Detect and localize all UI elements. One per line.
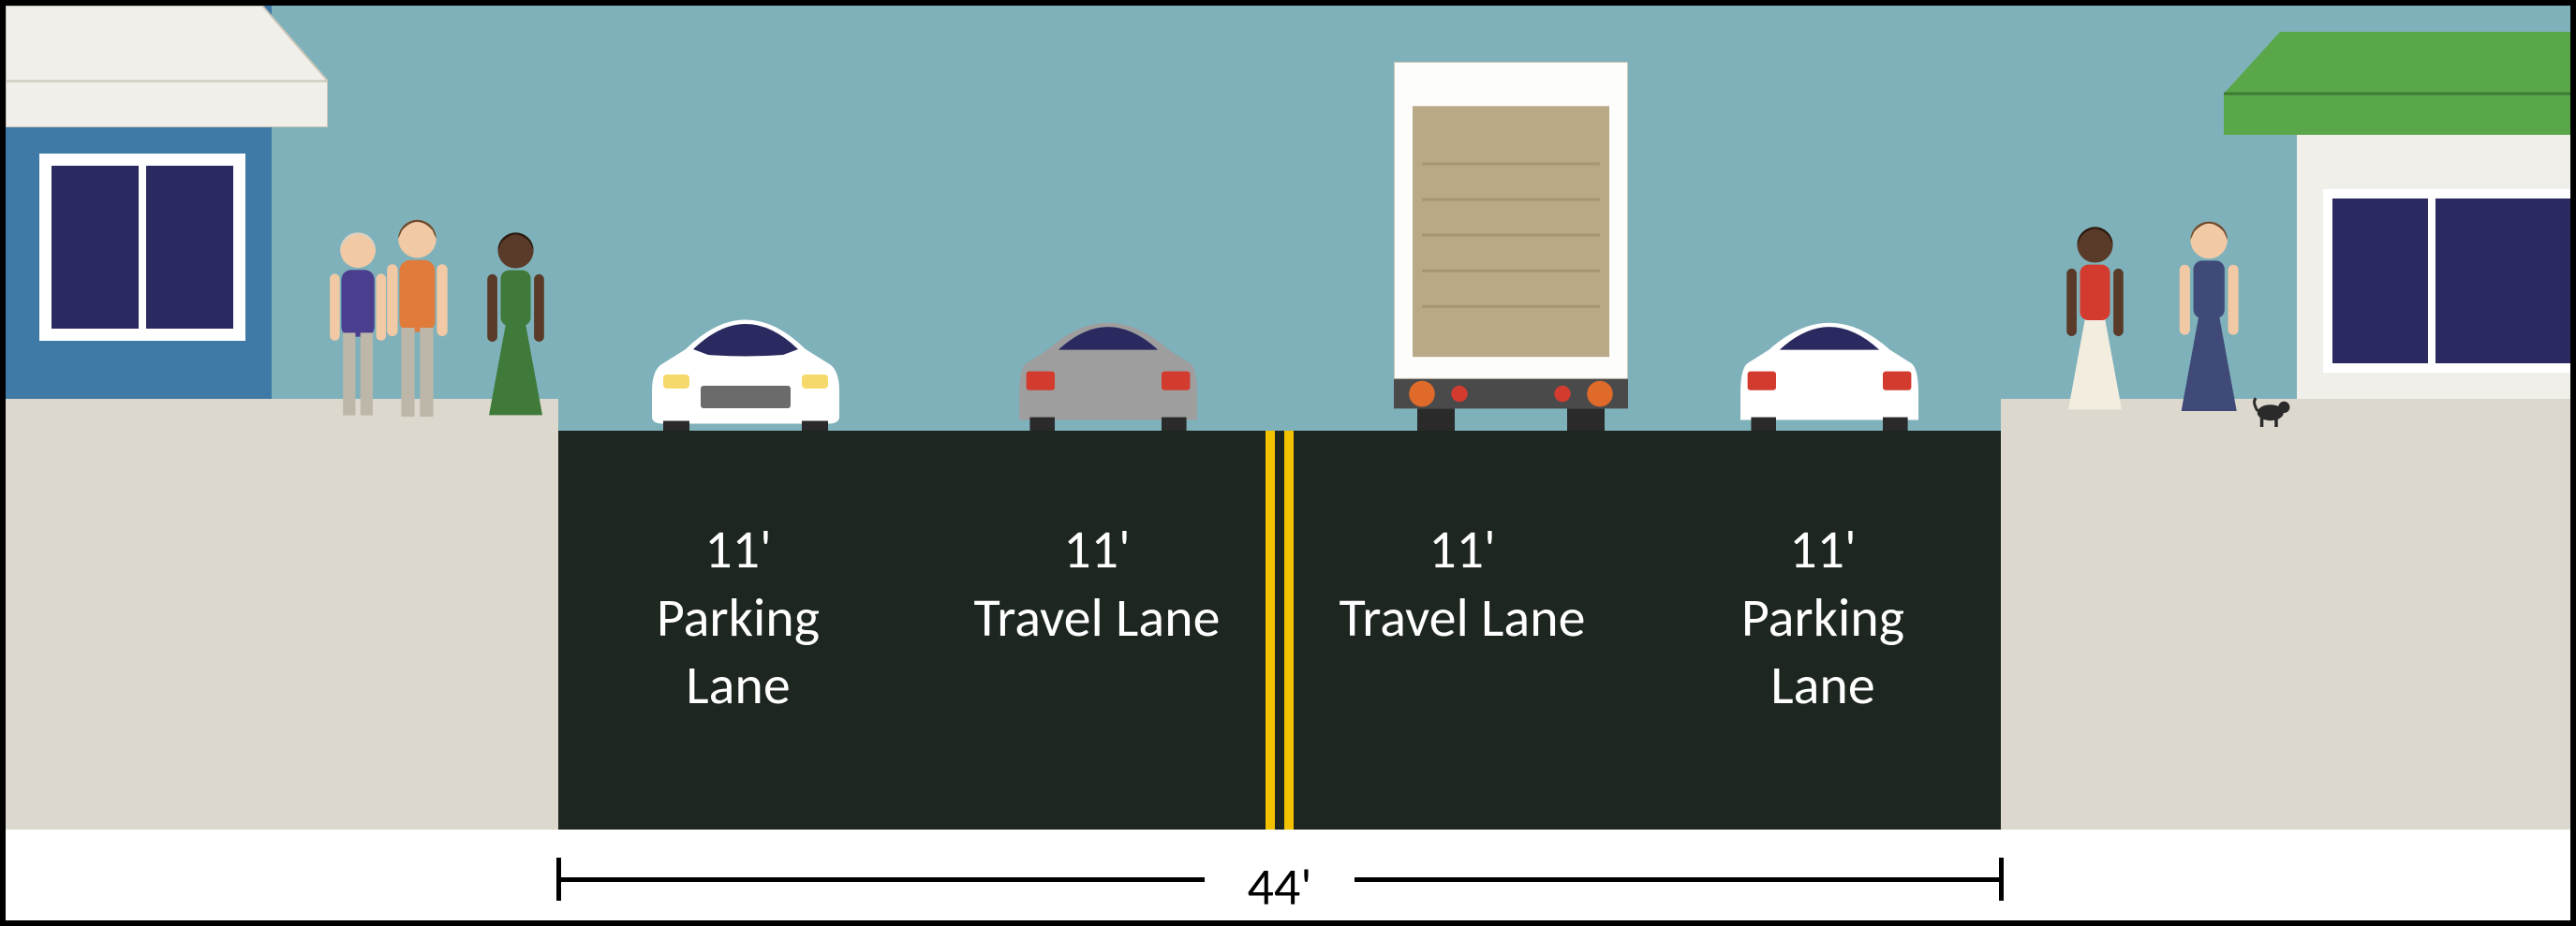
dog-icon — [2252, 395, 2293, 427]
lane-label-parking-right: 11' Parking Lane — [1636, 516, 2010, 720]
dimension-label: 44' — [1205, 856, 1355, 919]
car-rear-travel-left — [1019, 296, 1197, 431]
lane-label-parking-left: 11' Parking Lane — [551, 516, 925, 720]
awning-left — [6, 6, 328, 127]
pedestrian-right-1 — [2053, 221, 2137, 419]
car-rear-parking-right — [1740, 296, 1918, 431]
sidewalk-right — [2001, 399, 2576, 830]
pedestrian-left-3 — [474, 227, 557, 425]
sidewalk-left — [6, 399, 558, 830]
awning-right — [2224, 32, 2576, 135]
car-front-parking-left — [652, 290, 839, 431]
dimension-tick-left — [556, 858, 561, 901]
lane-label-travel-right: 11' Travel Lane — [1275, 516, 1650, 652]
window-left — [39, 154, 245, 341]
pedestrian-right-2 — [2166, 215, 2252, 421]
lane-label-travel-left: 11' Travel Lane — [910, 516, 1284, 652]
window-right — [2323, 189, 2576, 373]
street-cross-section: 11' Parking Lane 11' Travel Lane 11' Tra… — [0, 0, 2576, 926]
dimension-tick-right — [1999, 858, 2004, 901]
truck-rear-travel-right — [1394, 62, 1628, 431]
pedestrian-left-2 — [373, 213, 462, 425]
